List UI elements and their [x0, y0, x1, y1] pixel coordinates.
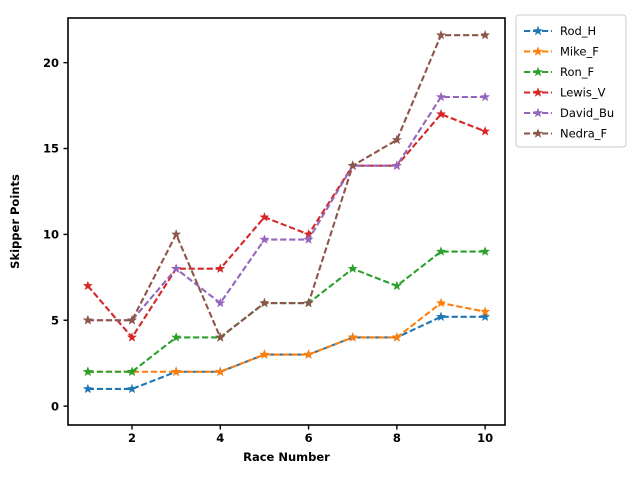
data-point-marker	[127, 332, 137, 342]
plot-area-frame	[67, 17, 506, 426]
data-point-marker	[436, 246, 446, 256]
data-point-marker	[303, 229, 314, 239]
data-point-marker	[480, 246, 491, 256]
data-point-marker	[480, 126, 491, 136]
data-point-marker	[347, 332, 358, 342]
data-point-marker	[480, 306, 491, 316]
data-point-marker	[347, 160, 358, 170]
y-tick-label: 10	[43, 228, 59, 242]
data-point-marker	[436, 91, 446, 102]
x-tick-label: 4	[216, 431, 224, 445]
data-point-marker	[171, 229, 182, 239]
series-nedra_f	[82, 29, 491, 342]
legend-label: Mike_F	[560, 45, 599, 59]
data-point-marker	[303, 349, 314, 359]
data-point-marker	[82, 366, 93, 376]
chart-legend: Rod_H Mike_F Ron_F Lewis_V David_Bu Nedra_F	[515, 14, 627, 148]
y-tick-label: 5	[51, 313, 59, 327]
data-point-marker	[480, 91, 491, 102]
legend-entry-lewis_v[interactable]: Lewis_V	[524, 86, 606, 100]
data-point-marker	[436, 311, 446, 322]
legend-marker-sample	[533, 46, 543, 56]
data-point-marker	[391, 280, 402, 291]
series-layer	[82, 29, 491, 394]
legend-marker-sample	[533, 25, 543, 36]
legend-label: Lewis_V	[560, 86, 606, 100]
data-point-marker	[82, 315, 93, 325]
legend-entry-david_bu[interactable]: David_Bu	[524, 106, 614, 120]
data-point-marker	[127, 383, 137, 394]
legend-marker-sample	[533, 66, 543, 77]
data-point-marker	[436, 108, 446, 119]
series-line-david_bu	[87, 95, 486, 322]
y-tick-label: 0	[51, 399, 59, 413]
data-point-marker	[303, 297, 314, 308]
data-point-marker	[259, 212, 270, 222]
legend-label: Rod_H	[560, 24, 596, 38]
series-line-ron_f	[87, 250, 486, 373]
y-tick-label: 20	[43, 56, 59, 70]
x-tick-label: 8	[393, 431, 401, 445]
data-point-marker	[171, 366, 182, 376]
series-line-lewis_v	[87, 112, 486, 340]
data-point-marker	[347, 263, 358, 273]
legend-entry-ron_f[interactable]: Ron_F	[524, 65, 594, 79]
x-axis-ticks: 2 4 6 8 10	[128, 425, 493, 445]
data-point-marker	[480, 29, 491, 40]
data-point-marker	[127, 366, 137, 376]
data-point-marker	[259, 297, 270, 308]
data-point-marker	[391, 134, 402, 145]
data-point-marker	[391, 160, 402, 170]
data-point-marker	[171, 332, 182, 342]
series-line-mike_f	[87, 301, 486, 373]
legend-entry-mike_f[interactable]: Mike_F	[524, 45, 599, 59]
y-axis-label: Skipper Points	[8, 174, 22, 269]
legend-marker-sample	[533, 87, 543, 97]
legend-entry-nedra_f[interactable]: Nedra_F	[524, 127, 607, 141]
data-point-marker	[436, 297, 446, 308]
series-line-rod_h	[87, 315, 486, 390]
data-point-marker	[391, 332, 402, 342]
legend-marker-sample	[533, 128, 543, 138]
legend-label: Nedra_F	[560, 127, 607, 141]
y-tick-label: 15	[43, 142, 59, 156]
data-point-marker	[215, 263, 226, 273]
data-point-marker	[82, 280, 93, 291]
data-point-marker	[303, 234, 314, 244]
legend-entry-rod_h[interactable]: Rod_H	[524, 24, 596, 38]
data-point-marker	[171, 263, 182, 273]
y-axis-ticks: 0 5 10 15 20	[43, 56, 68, 413]
legend-marker-sample	[533, 107, 543, 118]
x-axis-label: Race Number	[243, 450, 330, 464]
data-point-marker	[259, 349, 270, 359]
data-point-marker	[215, 366, 226, 376]
legend-label: Ron_F	[560, 65, 594, 79]
legend-label: David_Bu	[560, 106, 614, 120]
x-tick-label: 10	[477, 431, 493, 445]
data-point-marker	[215, 332, 226, 342]
data-point-marker	[127, 315, 137, 325]
data-point-marker	[82, 383, 93, 394]
legend-entries: Rod_H Mike_F Ron_F Lewis_V David_Bu Nedra_F	[524, 24, 614, 141]
x-tick-label: 2	[128, 431, 136, 445]
data-point-marker	[215, 297, 226, 308]
data-point-marker	[259, 234, 270, 244]
series-line-nedra_f	[87, 34, 486, 340]
data-point-marker	[436, 29, 446, 40]
x-tick-label: 6	[305, 431, 313, 445]
data-point-marker	[480, 311, 491, 322]
